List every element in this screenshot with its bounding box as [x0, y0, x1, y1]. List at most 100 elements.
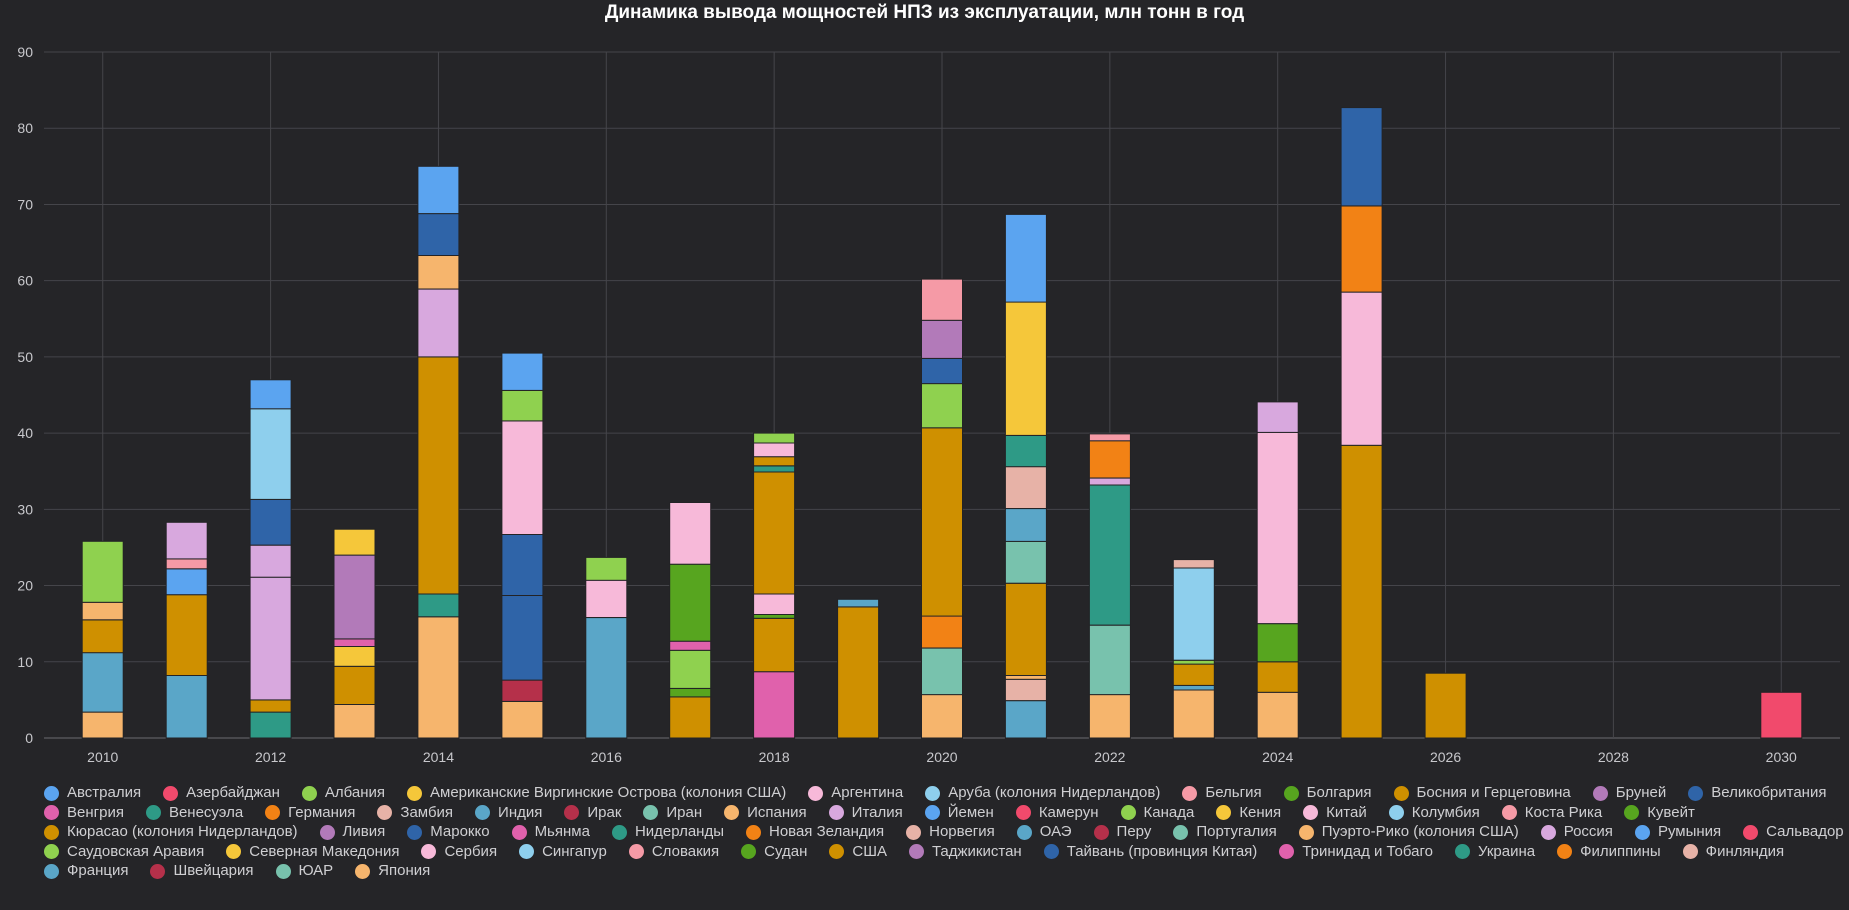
bar-segment[interactable]: 2020 — Германия: 4.2	[921, 615, 963, 649]
legend-item[interactable]: Американские Виргинские Острова (колония…	[407, 783, 786, 803]
bar-segment[interactable]: 2011 — Бельгия: 1.3	[165, 558, 208, 570]
bar-segment[interactable]: 2020 — Бельгия: 5.4	[921, 278, 963, 321]
bar-segment[interactable]: 2021 — Венесуэла: 4.1	[1004, 434, 1047, 468]
bar-segment[interactable]: 2016 — Албания: 3	[585, 556, 628, 581]
bar-segment[interactable]: 2025 — США: 38.4	[1340, 444, 1383, 739]
bar-segment[interactable]: 2020 — Великобритания: 3.3	[921, 357, 963, 385]
legend-item[interactable]: Венгрия	[44, 803, 124, 823]
bar-segment[interactable]: 2011 — США: 10.6	[165, 594, 208, 677]
legend-item[interactable]: Коста Рика	[1501, 803, 1602, 823]
legend-item[interactable]: Камерун	[1015, 803, 1099, 823]
bar-segment[interactable]: 2015 — Австралия: 4.9	[501, 352, 544, 391]
bar-segment[interactable]: 2017 — Венгрия: 1.2	[669, 640, 712, 651]
bar-segment[interactable]: 2025 — Сербия: 20.1	[1340, 291, 1383, 446]
bar-segment[interactable]: 2021 — Замбия: 2.8	[1004, 678, 1047, 702]
bar-segment[interactable]: 2019 — ОАЭ: 1	[837, 598, 880, 608]
legend-item[interactable]: США	[829, 842, 887, 862]
legend-item[interactable]: Ливия	[319, 822, 385, 842]
bar-segment[interactable]: 2012 — Италия: 4.2	[249, 544, 292, 578]
bar-segment[interactable]: 2015 — Тайвань (провинция Китая): 8	[501, 534, 544, 596]
legend-item[interactable]: Саудовская Аравия	[44, 842, 204, 862]
legend-item[interactable]: Албания	[301, 783, 385, 803]
legend-item[interactable]: Ирак	[564, 803, 621, 823]
bar-segment[interactable]: 2015 — Ирак: 2.8	[501, 679, 544, 702]
bar-segment[interactable]: 2011 — Австралия: 3.4	[165, 568, 208, 596]
legend-item[interactable]: Румыния	[1634, 822, 1721, 842]
legend-item[interactable]: Сербия	[421, 842, 497, 862]
legend-item[interactable]: Марокко	[407, 822, 490, 842]
bar-segment[interactable]: 2020 — Бруней: 5	[921, 319, 963, 359]
bar-segment[interactable]: 2021 — Иран: 5.5	[1004, 540, 1047, 584]
legend-item[interactable]: Испания	[724, 803, 807, 823]
legend-item[interactable]: Франция	[44, 861, 128, 881]
bar-segment[interactable]: 2014 — США: 31.1	[417, 356, 460, 595]
bar-segment[interactable]: 2011 — Франция: 8.2	[165, 675, 208, 739]
legend-item[interactable]: Индия	[475, 803, 542, 823]
bar-segment[interactable]: 2018 — Нидерланды: 0.8	[753, 465, 796, 473]
legend-item[interactable]: Тринидад и Тобаго	[1279, 842, 1433, 862]
bar-segment[interactable]: 2015 — Канада: 4	[501, 389, 544, 422]
legend-item[interactable]: Португалия	[1173, 822, 1277, 842]
legend-item[interactable]: Германия	[265, 803, 355, 823]
bar-segment[interactable]: 2012 — Великобритания: 6	[249, 498, 292, 546]
legend-item[interactable]: Бельгия	[1182, 783, 1262, 803]
bar-segment[interactable]: 2023 — Франция: 0.6	[1172, 684, 1215, 691]
legend-item[interactable]: Россия	[1540, 822, 1613, 842]
bar-segment[interactable]: 2012 — США: 1.6	[249, 699, 292, 713]
bar-segment[interactable]: 2012 — Австралия: 3.8	[249, 379, 292, 410]
bar-segment[interactable]: 2022 — Нидерланды: 18.4	[1088, 484, 1131, 626]
bar-segment[interactable]: 2018 — Сербия: 1.8	[753, 442, 796, 458]
legend-item[interactable]: Колумбия	[1388, 803, 1480, 823]
legend-item[interactable]: Таджикистан	[908, 842, 1022, 862]
bar-segment[interactable]: 2021 — Северная Македония: 17.5	[1004, 301, 1047, 436]
bar-segment[interactable]: 2013 — Япония: 4.4	[333, 704, 376, 739]
bar-segment[interactable]: 2026 — США: 8.5	[1424, 672, 1467, 739]
bar-segment[interactable]: 2023 — Япония: 6.3	[1172, 689, 1215, 739]
bar-segment[interactable]: 2023 — Саудовская Аравия: 0.5	[1172, 659, 1215, 665]
bar-segment[interactable]: 2010 — Франция: 7.8	[81, 652, 124, 713]
bar-segment[interactable]: 2018 — США: 7	[753, 617, 796, 673]
bar-segment[interactable]: 2012 — Украина: 3.4	[249, 711, 292, 739]
bar-segment[interactable]: 2015 — Япония: 4.8	[501, 700, 544, 739]
bar-segment[interactable]: 2024 — Судан: 5	[1256, 623, 1299, 663]
legend-item[interactable]: Болгария	[1283, 783, 1372, 803]
bar-segment[interactable]: 2016 — Аргентина: 4.9	[585, 579, 628, 619]
bar-segment[interactable]: 2014 — Великобритания: 5.5	[417, 213, 460, 257]
bar-segment[interactable]: 2012 — Россия: 16.1	[249, 576, 292, 701]
bar-segment[interactable]: 2021 — Франция: 4.9	[1004, 700, 1047, 739]
bar-segment[interactable]: 2024 — Китай: 25.1	[1256, 431, 1299, 625]
legend-item[interactable]: Китай	[1303, 803, 1367, 823]
legend-item[interactable]: Азербайджан	[163, 783, 280, 803]
bar-segment[interactable]: 2010 — Япония: 3.4	[81, 711, 124, 739]
legend-item[interactable]: Замбия	[377, 803, 453, 823]
legend-item[interactable]: Йемен	[924, 803, 994, 823]
bar-segment[interactable]: 2013 — Кения: 3.4	[333, 528, 376, 556]
bar-segment[interactable]: 2010 — Канада: 8	[81, 540, 124, 603]
legend-item[interactable]: Аргентина	[808, 783, 903, 803]
bar-segment[interactable]: 2022 — Россия: 0.9	[1088, 477, 1131, 486]
bar-segment[interactable]: 2020 — ЮАР: 6.1	[921, 647, 963, 696]
legend-item[interactable]: Великобритания	[1688, 783, 1826, 803]
bar-segment[interactable]: 2017 — Китай: 8.1	[669, 502, 712, 565]
legend-item[interactable]: Сальвадор	[1743, 822, 1844, 842]
bar-segment[interactable]: 2018 — Саудовская Аравия: 1.3	[753, 432, 796, 444]
bar-segment[interactable]: 2015 — Великобритания: 11.1	[501, 595, 544, 681]
bar-segment[interactable]: 2025 — Марокко: 12.9	[1340, 107, 1383, 207]
bar-segment[interactable]: 2023 — Финляндия: 1.1	[1172, 559, 1215, 569]
bar-segment[interactable]: 2017 — Канада: 5	[669, 649, 712, 689]
legend-item[interactable]: Кувейт	[1624, 803, 1695, 823]
legend-item[interactable]: Канада	[1120, 803, 1194, 823]
bar-segment[interactable]: 2022 — Словакия: 0.9	[1088, 433, 1131, 442]
bar-segment[interactable]: 2013 — США: 5	[333, 665, 376, 706]
legend-item[interactable]: Кения	[1216, 803, 1281, 823]
bar-segment[interactable]: 2015 — Китай: 14.9	[501, 420, 544, 535]
legend-item[interactable]: Пуэрто-Рико (колония США)	[1298, 822, 1519, 842]
legend-item[interactable]: Словакия	[628, 842, 719, 862]
bar-segment[interactable]: 2017 — Кувейт: 1.1	[669, 688, 712, 698]
bar-segment[interactable]: 2022 — Филиппины: 4.9	[1088, 440, 1131, 479]
legend-item[interactable]: ЮАР	[275, 861, 333, 881]
legend-item[interactable]: Япония	[355, 861, 430, 881]
legend-item[interactable]: Перу	[1093, 822, 1151, 842]
bar-segment[interactable]: 2020 — США: 24.7	[921, 427, 963, 617]
legend-item[interactable]: Украина	[1454, 842, 1535, 862]
